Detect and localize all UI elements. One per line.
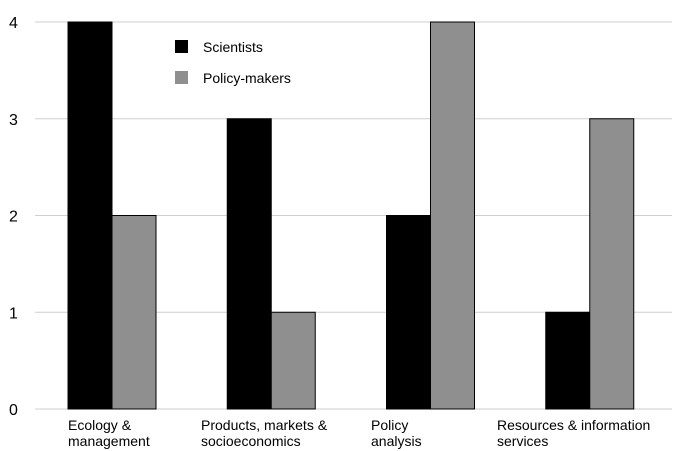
x-category-label-line: management bbox=[68, 433, 150, 449]
x-category-label: Policy analysis bbox=[371, 417, 422, 449]
legend-label-scientists: Scientists bbox=[203, 39, 263, 55]
x-category-label-line: Resources & information bbox=[497, 417, 650, 433]
y-tick-label: 1 bbox=[9, 305, 18, 322]
x-category-label: Products, markets & socioeconomics bbox=[201, 417, 328, 449]
x-category-label: Resources & information services bbox=[497, 417, 650, 449]
bar-policy-makers-1 bbox=[111, 215, 157, 410]
x-category-label-line: services bbox=[497, 433, 548, 449]
bar-scientists-3 bbox=[386, 215, 431, 410]
y-tick-label: 4 bbox=[9, 15, 18, 32]
y-tick-label: 2 bbox=[9, 209, 18, 226]
y-tick-label: 0 bbox=[9, 402, 18, 419]
legend-swatch-scientists bbox=[175, 40, 188, 53]
y-tick-label: 3 bbox=[9, 112, 18, 129]
bar-scientists-4 bbox=[545, 311, 591, 410]
legend: Scientists Policy-makers bbox=[175, 39, 291, 86]
x-category-label-line: Ecology & bbox=[68, 417, 132, 433]
bar-scientists-1 bbox=[67, 21, 113, 410]
x-category-label-line: analysis bbox=[371, 433, 422, 449]
bars bbox=[67, 21, 635, 410]
bar-policy-makers-2 bbox=[270, 311, 316, 410]
bar-policy-makers-3 bbox=[430, 21, 475, 410]
legend-swatch-policy-makers bbox=[175, 71, 188, 84]
x-axis-category-labels: Ecology & management Products, markets & so… bbox=[68, 417, 650, 449]
x-category-label: Ecology & management bbox=[68, 417, 150, 449]
x-category-label-line: Policy bbox=[371, 417, 408, 433]
x-category-label-line: socioeconomics bbox=[201, 433, 301, 449]
bar-policy-makers-4 bbox=[589, 118, 635, 410]
x-category-label-line: Products, markets & bbox=[201, 417, 328, 433]
bar-scientists-2 bbox=[226, 118, 272, 410]
legend-label-policy-makers: Policy-makers bbox=[203, 70, 291, 86]
y-axis-tick-labels: 0 1 2 3 4 bbox=[9, 15, 18, 419]
